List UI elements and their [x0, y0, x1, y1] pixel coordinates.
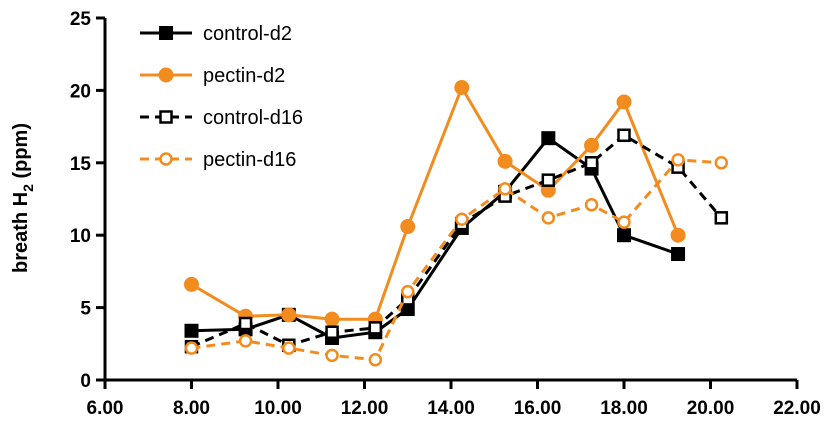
data-point-control-d2: [671, 247, 686, 262]
data-point-control-d2: [541, 131, 556, 146]
data-point-pectin-d2: [616, 94, 632, 110]
data-point-pectin-d2: [454, 80, 470, 96]
data-point-pectin-d2: [670, 227, 686, 243]
x-tick-label: 6.00: [87, 398, 124, 419]
y-tick-label: 20: [70, 81, 91, 102]
x-tick-label: 14.00: [427, 398, 475, 419]
x-tick-label: 18.00: [600, 398, 648, 419]
legend-marker: [159, 26, 173, 40]
legend-marker: [159, 110, 173, 124]
legend-label: pectin-d2: [203, 65, 285, 87]
data-point-pectin-d16: [184, 341, 199, 355]
data-point-control-d16: [325, 325, 339, 339]
legend-item-control-d16: control-d16: [140, 107, 303, 129]
data-point-pectin-d16: [541, 211, 556, 225]
data-point-control-d2: [617, 228, 631, 243]
data-point-control-d16: [617, 128, 631, 143]
y-tick-label: 10: [70, 226, 91, 247]
data-point-control-d2: [184, 323, 199, 338]
data-point-pectin-d16: [401, 284, 415, 299]
series-line-control-d2: [191, 136, 679, 340]
x-tick-label: 8.00: [173, 398, 210, 419]
data-point-control-d16: [541, 173, 556, 187]
data-point-control-d16: [238, 316, 253, 331]
y-axis-title-unit: (ppm): [10, 123, 32, 184]
data-point-pectin-d16: [325, 348, 339, 363]
y-tick-label: 25: [70, 9, 92, 30]
data-point-control-d16: [714, 211, 729, 225]
legend-label: pectin-d16: [203, 149, 296, 171]
y-tick-label: 0: [80, 371, 91, 392]
x-tick-label: 20.00: [687, 398, 735, 419]
legend-marker: [158, 67, 174, 83]
data-point-control-d16: [368, 321, 383, 335]
series-line-pectin-d16: [191, 158, 722, 362]
data-point-pectin-d2: [497, 153, 513, 169]
data-point-pectin-d16: [282, 341, 296, 355]
data-point-pectin-d16: [714, 156, 729, 170]
data-point-pectin-d16: [671, 153, 685, 167]
y-axis-title-subscript: 2: [20, 184, 36, 192]
data-point-pectin-d2: [324, 311, 340, 327]
y-tick-label: 5: [80, 299, 91, 320]
y-axis-title-main: breath H: [10, 192, 32, 273]
legend-label: control-d16: [203, 107, 303, 129]
series-layer: [184, 80, 729, 367]
data-point-pectin-d16: [617, 215, 631, 229]
data-point-pectin-d16: [584, 198, 599, 212]
legend-item-pectin-d2: pectin-d2: [140, 65, 285, 87]
data-point-pectin-d16: [238, 334, 253, 348]
y-tick-label: 15: [70, 154, 92, 175]
legend-item-control-d2: control-d2: [140, 23, 292, 45]
data-point-control-d16: [584, 156, 599, 170]
x-tick-label: 10.00: [254, 398, 302, 419]
legend-label: control-d2: [203, 23, 292, 45]
data-point-pectin-d16: [368, 352, 383, 367]
legend-item-pectin-d16: pectin-d16: [140, 149, 296, 171]
data-point-pectin-d2: [184, 276, 199, 292]
data-point-pectin-d16: [455, 212, 469, 227]
axes: 0 5 10 15 20 25 6.00 8.00 10.00 12.00 14.00 16.00 18…: [70, 9, 821, 419]
x-tick-label: 16.00: [514, 398, 562, 419]
data-point-pectin-d2: [400, 219, 416, 235]
data-point-pectin-d2: [281, 307, 297, 323]
x-tick-label: 12.00: [341, 398, 389, 419]
data-point-pectin-d16: [498, 182, 512, 196]
series-pectin-d16: [184, 153, 729, 367]
data-point-pectin-d2: [584, 137, 600, 153]
legend: control-d2 pectin-d2 control-d16 pectin-d16: [140, 23, 303, 171]
y-axis-title: breath H2 (ppm): [10, 123, 36, 273]
legend-marker: [159, 152, 173, 166]
x-tick-label: 22.00: [773, 398, 821, 419]
